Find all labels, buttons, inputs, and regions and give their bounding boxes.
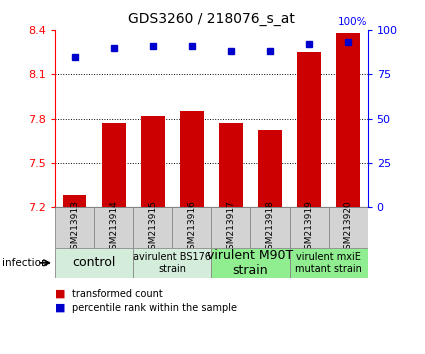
Text: GSM213915: GSM213915: [148, 200, 157, 255]
Text: percentile rank within the sample: percentile rank within the sample: [72, 303, 237, 313]
Bar: [289, 248, 368, 278]
Text: GSM213918: GSM213918: [266, 200, 275, 255]
Text: ■: ■: [55, 289, 66, 299]
Bar: [55, 248, 133, 278]
Text: GSM213913: GSM213913: [70, 200, 79, 255]
Text: GSM213919: GSM213919: [305, 200, 314, 255]
Text: GSM213917: GSM213917: [227, 200, 235, 255]
Bar: [211, 248, 289, 278]
Bar: [173, 207, 211, 248]
Text: virulent mxiE
mutant strain: virulent mxiE mutant strain: [295, 252, 362, 274]
Bar: [336, 33, 360, 207]
Bar: [133, 207, 173, 248]
Text: GSM213914: GSM213914: [109, 200, 118, 255]
Text: GSM213920: GSM213920: [343, 200, 353, 255]
Text: infection: infection: [2, 258, 48, 268]
Title: GDS3260 / 218076_s_at: GDS3260 / 218076_s_at: [128, 12, 295, 26]
Text: virulent M90T
strain: virulent M90T strain: [207, 249, 294, 277]
Bar: [329, 207, 368, 248]
Bar: [219, 123, 243, 207]
Bar: [289, 207, 329, 248]
Text: transformed count: transformed count: [72, 289, 163, 299]
Bar: [55, 207, 94, 248]
Bar: [250, 207, 289, 248]
Bar: [141, 116, 164, 207]
Text: avirulent BS176
strain: avirulent BS176 strain: [133, 252, 211, 274]
Bar: [180, 111, 204, 207]
Bar: [94, 207, 133, 248]
Text: ■: ■: [55, 303, 66, 313]
Bar: [102, 123, 125, 207]
Text: control: control: [73, 256, 116, 269]
Bar: [298, 52, 321, 207]
Bar: [211, 207, 250, 248]
Text: 100%: 100%: [338, 17, 368, 28]
Bar: [133, 248, 211, 278]
Text: GSM213916: GSM213916: [187, 200, 196, 255]
Bar: [258, 130, 282, 207]
Bar: [63, 195, 87, 207]
